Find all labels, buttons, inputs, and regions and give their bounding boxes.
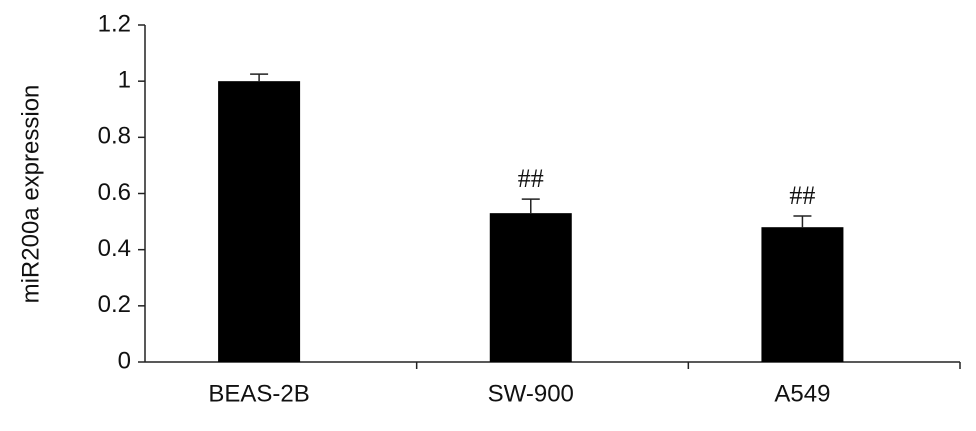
x-tick-label: BEAS-2B — [208, 380, 309, 407]
y-tick-label: 0.6 — [98, 179, 131, 206]
y-tick-label: 1 — [118, 67, 131, 94]
bar — [761, 227, 844, 362]
y-axis-label: miR200a expression — [17, 85, 44, 304]
bar — [218, 81, 301, 363]
y-tick-label: 0.4 — [98, 235, 131, 262]
y-tick-label: 1.2 — [98, 10, 131, 37]
annotation: ## — [789, 181, 815, 210]
y-tick-label: 0 — [118, 347, 131, 374]
y-tick-label: 0.8 — [98, 123, 131, 150]
bar — [489, 213, 572, 362]
x-tick-label: SW-900 — [488, 380, 574, 407]
y-tick-label: 0.2 — [98, 291, 131, 318]
x-tick-label: A549 — [774, 380, 830, 407]
annotation: ## — [518, 164, 544, 193]
